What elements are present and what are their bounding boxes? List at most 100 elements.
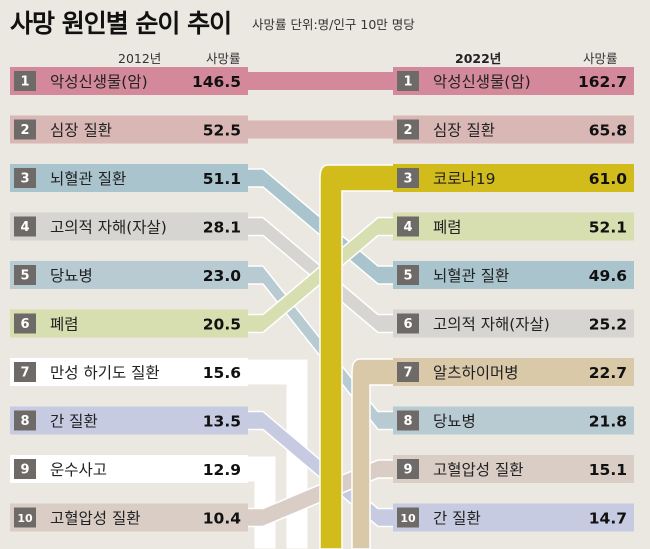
left-cause-label: 운수사고 <box>50 461 107 479</box>
right-rank-box <box>397 119 419 140</box>
right-row-bar <box>393 115 634 144</box>
left-rank-number: 7 <box>20 366 29 381</box>
left-cause-label: 간 질환 <box>50 413 98 431</box>
left-rate-value: 12.9 <box>203 461 241 479</box>
right-row-bar <box>393 212 634 241</box>
left-rank-box <box>14 313 36 334</box>
right-cause-label: 악성신생물(암) <box>433 73 531 91</box>
left-rank-box <box>14 507 36 528</box>
right-rank-number: 4 <box>403 220 412 235</box>
right-rank-number: 1 <box>403 75 412 90</box>
right-rate-value: 52.1 <box>589 219 627 237</box>
right-rate-value: 14.7 <box>589 510 627 528</box>
left-rank-box <box>14 410 36 431</box>
right-rate-value: 65.8 <box>589 122 627 140</box>
left-rank-number: 8 <box>20 414 29 429</box>
right-cause-label: 당뇨병 <box>433 413 476 431</box>
new-cause-band <box>351 358 398 549</box>
new-cause-band <box>319 164 398 549</box>
left-rank-number: 2 <box>20 123 29 138</box>
left-cause-label: 고의적 자해(자살) <box>50 219 167 237</box>
right-rank-number: 9 <box>403 463 412 478</box>
left-rate-value: 15.6 <box>203 364 241 382</box>
right-row-bar <box>393 261 634 289</box>
left-cause-label: 당뇨병 <box>50 267 93 285</box>
left-rate-value: 51.1 <box>203 170 241 188</box>
right-rank-number: 8 <box>403 414 412 429</box>
chart-subtitle: 사망률 단위:명/인구 10만 명당 <box>252 17 415 32</box>
right-rank-number: 2 <box>403 123 412 138</box>
left-rank-box <box>14 459 36 479</box>
right-rate-header: 사망률 <box>583 51 618 66</box>
right-cause-label: 알츠하이머병 <box>433 364 519 382</box>
left-rate-value: 52.5 <box>203 122 241 140</box>
left-rank-number: 9 <box>20 463 29 478</box>
left-cause-label: 만성 하기도 질환 <box>50 364 160 382</box>
left-rank-number: 4 <box>20 220 29 235</box>
left-row-bar <box>10 261 248 289</box>
left-cause-label: 악성신생물(암) <box>50 73 148 91</box>
right-rank-number: 7 <box>403 366 412 381</box>
rank-link-band <box>244 120 397 139</box>
left-rank-number: 1 <box>20 75 29 90</box>
right-cause-label: 뇌혈관 질환 <box>433 267 509 285</box>
right-rank-box <box>397 71 419 91</box>
right-rank-number: 10 <box>400 512 416 525</box>
right-row-bar <box>393 164 634 192</box>
left-rank-box <box>14 119 36 140</box>
chart-title: 사망 원인별 순이 추이 <box>10 9 232 38</box>
right-row-bar <box>393 455 634 483</box>
left-cause-label: 뇌혈관 질환 <box>50 170 126 188</box>
right-row-bar <box>393 358 634 386</box>
left-rate-value: 13.5 <box>203 413 241 431</box>
dropped-cause-band <box>243 455 277 549</box>
left-row-bar <box>10 115 248 144</box>
right-rate-value: 162.7 <box>578 73 627 91</box>
left-row-bar <box>10 455 248 483</box>
left-cause-label: 심장 질환 <box>50 122 112 140</box>
right-rank-box <box>397 362 419 382</box>
left-cause-label: 고혈압성 질환 <box>50 510 141 528</box>
right-rank-box <box>397 459 419 479</box>
left-rate-value: 23.0 <box>203 267 241 285</box>
right-rate-value: 25.2 <box>589 316 627 334</box>
right-rank-box <box>397 313 419 334</box>
left-rank-box <box>14 168 36 188</box>
left-row-bar <box>10 503 248 532</box>
left-rank-box <box>14 71 36 91</box>
left-rank-number: 6 <box>20 317 29 332</box>
left-row-bar <box>10 406 248 435</box>
right-cause-label: 간 질환 <box>433 510 481 528</box>
right-cause-label: 고혈압성 질환 <box>433 461 524 479</box>
right-cause-label: 심장 질환 <box>433 122 495 140</box>
rank-link-band <box>244 72 397 90</box>
left-row-bar <box>10 309 248 338</box>
left-rank-number: 10 <box>17 512 33 525</box>
left-row-bar <box>10 164 248 192</box>
right-year-header: 2022년 <box>455 51 502 66</box>
right-rate-value: 22.7 <box>589 364 627 382</box>
right-rank-box <box>397 410 419 431</box>
left-row-bar <box>10 358 248 386</box>
right-rank-box <box>397 168 419 188</box>
right-rate-value: 21.8 <box>589 413 627 431</box>
left-rank-number: 3 <box>20 172 29 187</box>
left-year-header: 2012년 <box>118 51 162 66</box>
right-rank-box <box>397 216 419 237</box>
left-row-bar <box>10 67 248 95</box>
left-row-bar <box>10 212 248 241</box>
left-rank-box <box>14 265 36 285</box>
right-rank-box <box>397 507 419 528</box>
right-rate-value: 61.0 <box>589 170 627 188</box>
right-cause-label: 코로나19 <box>433 170 496 188</box>
right-row-bar <box>393 67 634 95</box>
left-rate-value: 20.5 <box>203 316 241 334</box>
left-rank-number: 5 <box>20 269 29 284</box>
right-rank-box <box>397 265 419 285</box>
right-row-bar <box>393 309 634 338</box>
right-cause-label: 고의적 자해(자살) <box>433 316 550 334</box>
left-cause-label: 폐렴 <box>50 316 79 334</box>
right-rank-number: 3 <box>403 172 412 187</box>
right-rate-value: 49.6 <box>589 267 627 285</box>
